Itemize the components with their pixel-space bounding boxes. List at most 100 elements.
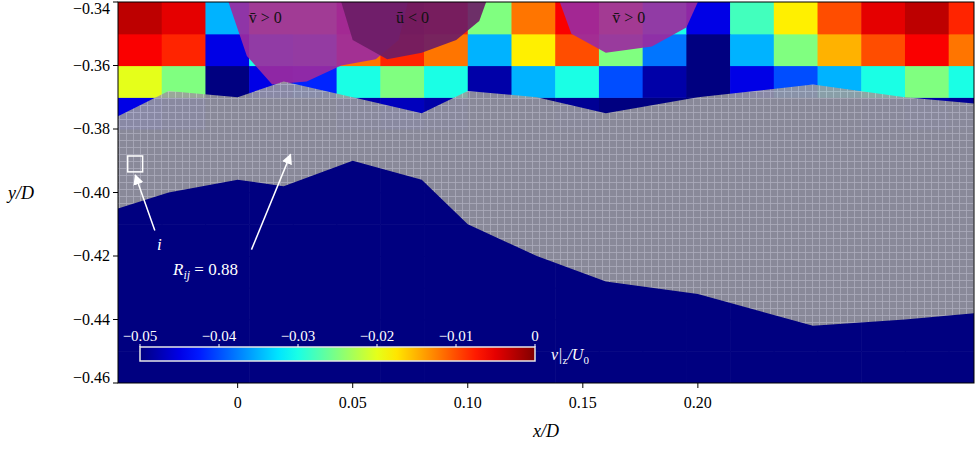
x-tick — [582, 383, 583, 388]
y-tick — [113, 2, 118, 3]
heatmap-cell — [861, 351, 905, 383]
heatmap-cell — [468, 256, 512, 288]
heatmap-cell — [599, 288, 643, 320]
heatmap-cell — [205, 288, 249, 320]
plot-area — [118, 2, 974, 383]
heatmap-cell — [730, 320, 774, 352]
colorbar-label-part: 0 — [583, 354, 589, 366]
y-tick — [113, 65, 118, 66]
heatmap-cell — [380, 224, 424, 256]
probe-box — [128, 156, 143, 172]
heatmap-cell — [424, 66, 468, 98]
annotation-arrow — [251, 154, 290, 249]
colorbar-tick-label: −0.04 — [202, 328, 237, 344]
y-tick-label: −0.38 — [73, 120, 110, 137]
y-axis-title: y/D — [6, 183, 34, 203]
heatmap-cell — [511, 2, 555, 34]
region-label: v̄ > 0 — [612, 9, 645, 26]
colorbar-tick-label: −0.05 — [123, 328, 158, 344]
heatmap-cell — [905, 2, 949, 34]
colorbar-tick — [456, 344, 457, 347]
heatmap-cell — [555, 288, 599, 320]
heatmap-cell — [949, 320, 974, 352]
colorbar-label-part: /U — [566, 346, 584, 363]
heatmap-cell — [511, 288, 555, 320]
heatmap-cell — [118, 256, 162, 288]
heatmap-cell — [686, 351, 730, 383]
heatmap-cell — [337, 256, 381, 288]
heatmap-cell — [205, 224, 249, 256]
heatmap-cell — [380, 288, 424, 320]
y-tick-label: −0.34 — [73, 0, 110, 17]
heatmap-cell — [905, 320, 949, 352]
heatmap-cell — [686, 34, 730, 66]
heatmap-cell — [511, 256, 555, 288]
heatmap-cell — [118, 34, 162, 66]
heatmap-cell — [511, 34, 555, 66]
heatmap-cell — [380, 256, 424, 288]
plot-frame — [118, 2, 974, 383]
correlation-band — [118, 81, 974, 325]
heatmap-cell — [162, 288, 206, 320]
colorbar-tick-label: −0.02 — [360, 328, 395, 344]
colorbar-tick — [535, 344, 536, 347]
heatmap-cell — [686, 320, 730, 352]
heatmap-cell — [468, 34, 512, 66]
heatmap-cell — [249, 288, 293, 320]
y-tick-label: −0.44 — [73, 311, 110, 328]
annotation: i — [157, 235, 162, 254]
heatmap-cell — [861, 2, 905, 34]
heatmap-cell — [599, 66, 643, 98]
heatmap-cell — [643, 288, 687, 320]
colorbar-tick-label: −0.01 — [439, 328, 474, 344]
colorbar — [140, 347, 535, 361]
heatmap-cell — [249, 256, 293, 288]
x-tick — [237, 383, 238, 388]
region-label: ū < 0 — [396, 9, 429, 26]
heatmap-cell — [337, 288, 381, 320]
x-tick-label: 0.15 — [569, 394, 597, 411]
heatmap-cell — [424, 288, 468, 320]
colorbar-tick-label: 0 — [531, 328, 539, 344]
heatmap-cell — [818, 34, 862, 66]
heatmap-cell — [774, 2, 818, 34]
chart: v̄ > 0ū < 0v̄ > 0iRij = 0.88−0.05−0.04−0… — [0, 0, 978, 449]
heatmap-cell — [162, 2, 206, 34]
heatmap-cell — [205, 66, 249, 98]
heatmap-cell — [424, 224, 468, 256]
heatmap-cell — [599, 351, 643, 383]
x-axis-title: x/D — [532, 421, 559, 441]
heatmap-cell — [861, 34, 905, 66]
y-tick-label: −0.42 — [73, 247, 110, 264]
heatmap-cell — [730, 2, 774, 34]
y-tick-label: −0.40 — [73, 184, 110, 201]
heatmap-cell — [774, 34, 818, 66]
y-tick — [113, 256, 118, 257]
colorbar-label: v|z/U0 — [551, 346, 589, 366]
heatmap-cell — [555, 66, 599, 98]
annotation-arrow — [135, 175, 155, 231]
heatmap-cell — [293, 256, 337, 288]
heatmap-cell — [905, 34, 949, 66]
colorbar-tick — [377, 344, 378, 347]
y-tick-label: −0.46 — [73, 369, 110, 386]
isosurface-region — [560, 2, 698, 53]
heatmap-cell — [293, 288, 337, 320]
x-tick — [352, 383, 353, 388]
heatmap-cell — [162, 193, 206, 225]
region-label: v̄ > 0 — [249, 9, 282, 26]
y-tick — [113, 319, 118, 320]
heatmap-cell — [599, 320, 643, 352]
x-tick-label: 0 — [234, 394, 242, 411]
colorbar-tick — [219, 344, 220, 347]
heatmap-cell — [468, 288, 512, 320]
colorbar-label-part: v| — [551, 346, 563, 364]
annotation-text: R — [172, 260, 184, 279]
heatmap-cell — [643, 66, 687, 98]
heatmap-cell — [949, 66, 974, 98]
heatmap-cell — [643, 320, 687, 352]
heatmap-cell — [643, 351, 687, 383]
heatmap-cell — [337, 66, 381, 98]
heatmap-cell — [380, 193, 424, 225]
heatmap-cell — [293, 193, 337, 225]
